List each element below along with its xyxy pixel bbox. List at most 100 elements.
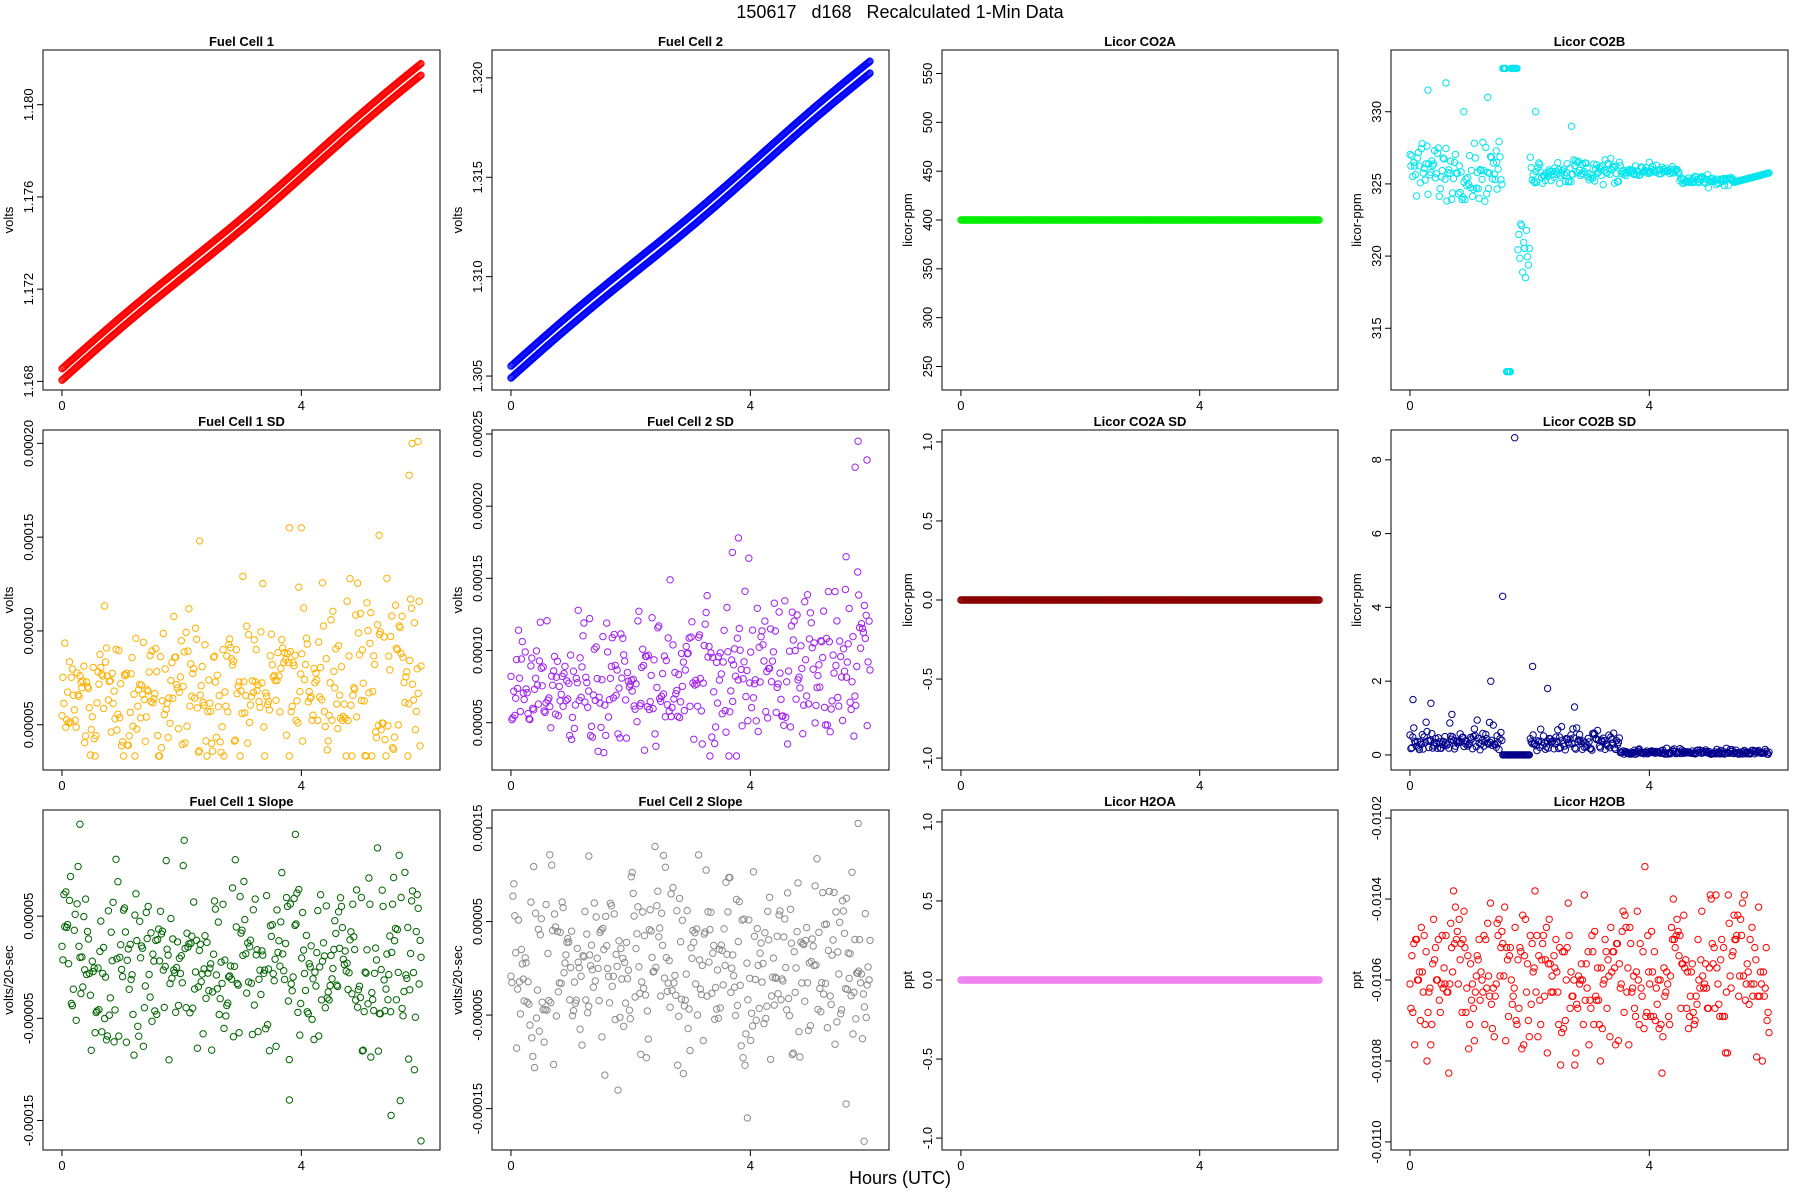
data-point: [191, 968, 200, 976]
data-point: [770, 1001, 778, 1009]
data-point: [296, 687, 304, 696]
plot-frame: [491, 49, 890, 391]
panel-title: Licor CO2A SD: [1094, 414, 1187, 429]
data-point: [184, 647, 192, 655]
data-point: [845, 974, 853, 983]
data-point: [395, 851, 403, 859]
data-point: [211, 905, 220, 913]
data-point: [654, 887, 662, 895]
data-point: [1485, 169, 1494, 178]
data-point: [1468, 192, 1477, 201]
plot-frame: [491, 429, 890, 771]
data-point: [713, 699, 722, 707]
data-point: [79, 677, 87, 685]
data-point: [830, 888, 838, 897]
y-tick-label: 315: [1369, 317, 1384, 339]
data-point: [86, 991, 95, 999]
y-axis-label: licor-ppm: [900, 193, 915, 246]
data-point: [788, 608, 796, 616]
data-point: [698, 961, 706, 970]
data-point: [1456, 188, 1464, 197]
data-point: [831, 1040, 839, 1048]
data-point: [145, 970, 153, 979]
data-point: [864, 71, 872, 79]
data-point: [202, 994, 210, 1002]
data-point: [77, 989, 85, 998]
data-point: [567, 927, 576, 935]
data-point: [285, 752, 293, 760]
data-point: [125, 732, 133, 740]
data-point: [192, 635, 201, 643]
data-point: [1522, 226, 1531, 235]
data-point: [372, 956, 381, 964]
data-point: [1411, 170, 1420, 179]
data-point: [1442, 79, 1450, 87]
data-point: [373, 844, 382, 852]
data-point: [80, 662, 88, 670]
data-point: [688, 954, 696, 962]
data-point: [758, 978, 766, 986]
data-point: [324, 988, 332, 996]
data-point: [374, 1047, 383, 1055]
data-point: [1607, 154, 1615, 163]
data-point: [682, 970, 690, 978]
data-point: [1532, 167, 1540, 176]
data-point: [532, 647, 541, 655]
data-point: [635, 963, 643, 971]
data-point: [354, 629, 363, 637]
data-point: [675, 894, 684, 903]
data-point: [1486, 152, 1495, 161]
y-tick-label: 325: [1369, 173, 1384, 195]
data-point: [568, 713, 577, 722]
data-point: [1482, 143, 1490, 152]
data-point: [819, 888, 827, 897]
data-point: [860, 1003, 869, 1011]
data-point: [664, 634, 672, 642]
data-point: [537, 915, 545, 923]
y-tick-label: 6: [1369, 530, 1384, 537]
data-point: [1470, 725, 1479, 733]
data-point: [865, 70, 873, 78]
data-point: [239, 572, 247, 581]
data-point: [780, 933, 788, 941]
data-point: [842, 673, 851, 681]
data-point: [641, 991, 650, 999]
data-point: [781, 597, 789, 605]
data-point: [353, 579, 362, 587]
data-point: [393, 925, 402, 934]
y-tick-label: 500: [920, 112, 935, 134]
panel-fuel-cell-2-sd: Fuel Cell 2 SDvolts0.000050.000100.00015…: [450, 411, 890, 793]
data-point: [280, 975, 289, 984]
data-point: [1453, 169, 1462, 178]
data-point: [186, 702, 194, 710]
data-point: [512, 694, 520, 702]
data-point: [206, 699, 214, 707]
data-point: [1474, 185, 1482, 193]
data-point: [1553, 170, 1561, 179]
data-point: [217, 958, 225, 966]
data-point: [102, 644, 111, 652]
data-point: [249, 906, 258, 914]
y-tick-label: 0.00005: [21, 893, 36, 940]
y-tick-label: 0.0: [920, 591, 935, 609]
data-point: [794, 879, 802, 887]
data-point: [1475, 194, 1483, 203]
data-point: [367, 608, 375, 617]
data-point: [117, 965, 126, 974]
data-point: [169, 935, 177, 943]
data-point: [837, 1006, 846, 1014]
data-point: [615, 937, 623, 945]
data-point: [195, 537, 204, 545]
data-point: [737, 1042, 745, 1050]
data-point: [216, 995, 224, 1003]
data-point: [1570, 703, 1579, 711]
data-point: [278, 636, 286, 644]
data-point: [1491, 175, 1499, 184]
data-point: [332, 929, 340, 938]
data-point: [863, 721, 871, 730]
data-point: [833, 617, 841, 625]
data-point: [745, 554, 753, 562]
data-point: [659, 851, 668, 860]
y-tick-label: 320: [1369, 245, 1384, 267]
x-tick-label: 4: [747, 398, 754, 413]
